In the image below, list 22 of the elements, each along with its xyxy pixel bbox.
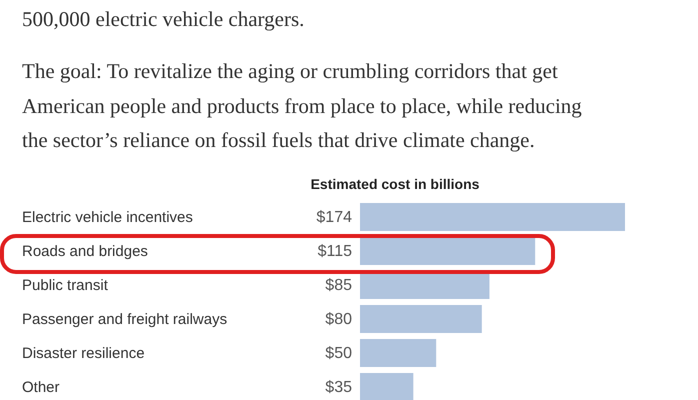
text: the sector’s reliance on fossil fuels that drive climate change. — [22, 128, 535, 152]
y-tick-label: Roads and bridges — [22, 243, 148, 260]
bar — [360, 305, 482, 333]
y-tick-label: Passenger and freight railways — [22, 311, 228, 328]
y-tick-label: Disaster resilience — [22, 345, 145, 362]
bar — [360, 237, 536, 265]
y-tick-label: Other — [22, 379, 60, 396]
text: The goal: To revitalize the aging or crumbling corridors that get — [22, 59, 558, 83]
text: 500,000 electric vehicle chargers. — [22, 7, 304, 31]
bar — [360, 203, 625, 231]
data-label: $174 — [316, 209, 352, 226]
data-label: $80 — [325, 311, 352, 328]
y-tick-label: Electric vehicle incentives — [22, 209, 193, 226]
y-tick-label: Public transit — [22, 277, 109, 294]
chart-title: Estimated cost in billions — [310, 176, 480, 192]
data-label: $85 — [325, 277, 352, 294]
data-label: $115 — [318, 243, 352, 260]
text: American people and products from place to place, while reducing — [22, 94, 582, 118]
data-label: $50 — [325, 345, 352, 362]
bar — [360, 373, 414, 400]
bar — [360, 339, 436, 367]
data-label: $35 — [325, 379, 352, 396]
